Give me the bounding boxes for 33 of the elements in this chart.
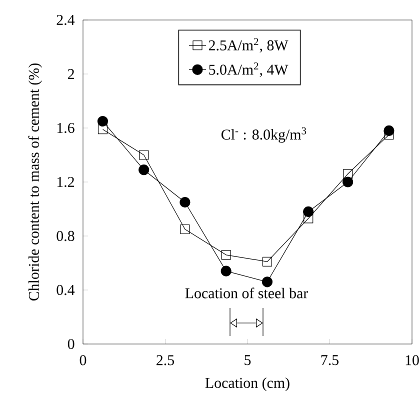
x-tick-label: 2.5: [156, 355, 174, 366]
point: [304, 214, 314, 224]
point: [180, 196, 190, 208]
point: [221, 250, 231, 260]
point: [343, 169, 353, 179]
y-tick-label: 0: [68, 338, 74, 350]
point: [220, 266, 232, 276]
point: [138, 164, 150, 176]
y-axis-title: Chloride content to mass of cement (%): [28, 64, 42, 300]
point: [97, 116, 108, 127]
x-tick-label: 10: [406, 355, 419, 366]
legend-label: 5.0A/m$^{2}$, 4W: [209, 62, 288, 77]
x-tick-label: 0: [80, 355, 86, 366]
legend-label: 2.5A/m$^{2}$, 8W: [208, 38, 288, 53]
y-tick-label: 0.8: [56, 230, 74, 242]
point: [384, 125, 394, 136]
y-tick-label: 1.6: [57, 122, 74, 134]
point: [262, 256, 272, 266]
point: [342, 176, 354, 188]
point: [98, 124, 108, 134]
y-tick-label: 0.4: [56, 284, 75, 296]
point: [139, 150, 149, 160]
point: [180, 224, 190, 234]
x-tick-label: 5: [244, 355, 251, 366]
x-axis-title: Location (cm): [205, 377, 290, 392]
y-tick-label: 2.4: [56, 14, 75, 26]
y-tick-label: 1.2: [57, 176, 74, 188]
point: [262, 276, 273, 288]
annotation: Cl$^{-}$ : 8.0kg/m$^{3}$: [222, 127, 306, 143]
x-tick-label: 7.5: [321, 355, 339, 366]
point: [303, 206, 314, 217]
annotation: Location of steel bar: [185, 288, 308, 298]
y-tick-label: 2: [68, 69, 74, 79]
